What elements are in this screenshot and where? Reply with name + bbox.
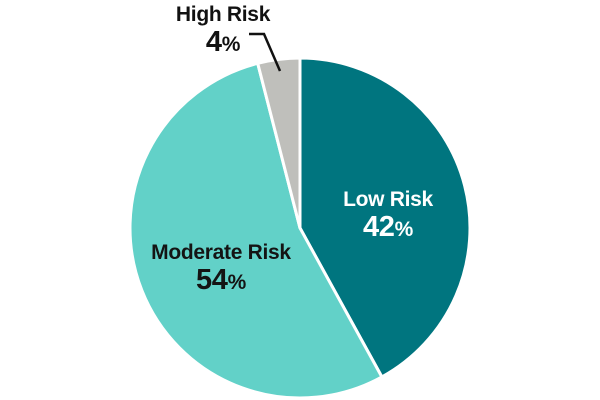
pie-slice-low-risk bbox=[298, 56, 472, 379]
pie-slices bbox=[128, 56, 472, 400]
callout-line bbox=[249, 32, 282, 72]
pie-slice-moderate-risk bbox=[128, 61, 384, 400]
pie-slice-high-risk bbox=[256, 56, 302, 230]
